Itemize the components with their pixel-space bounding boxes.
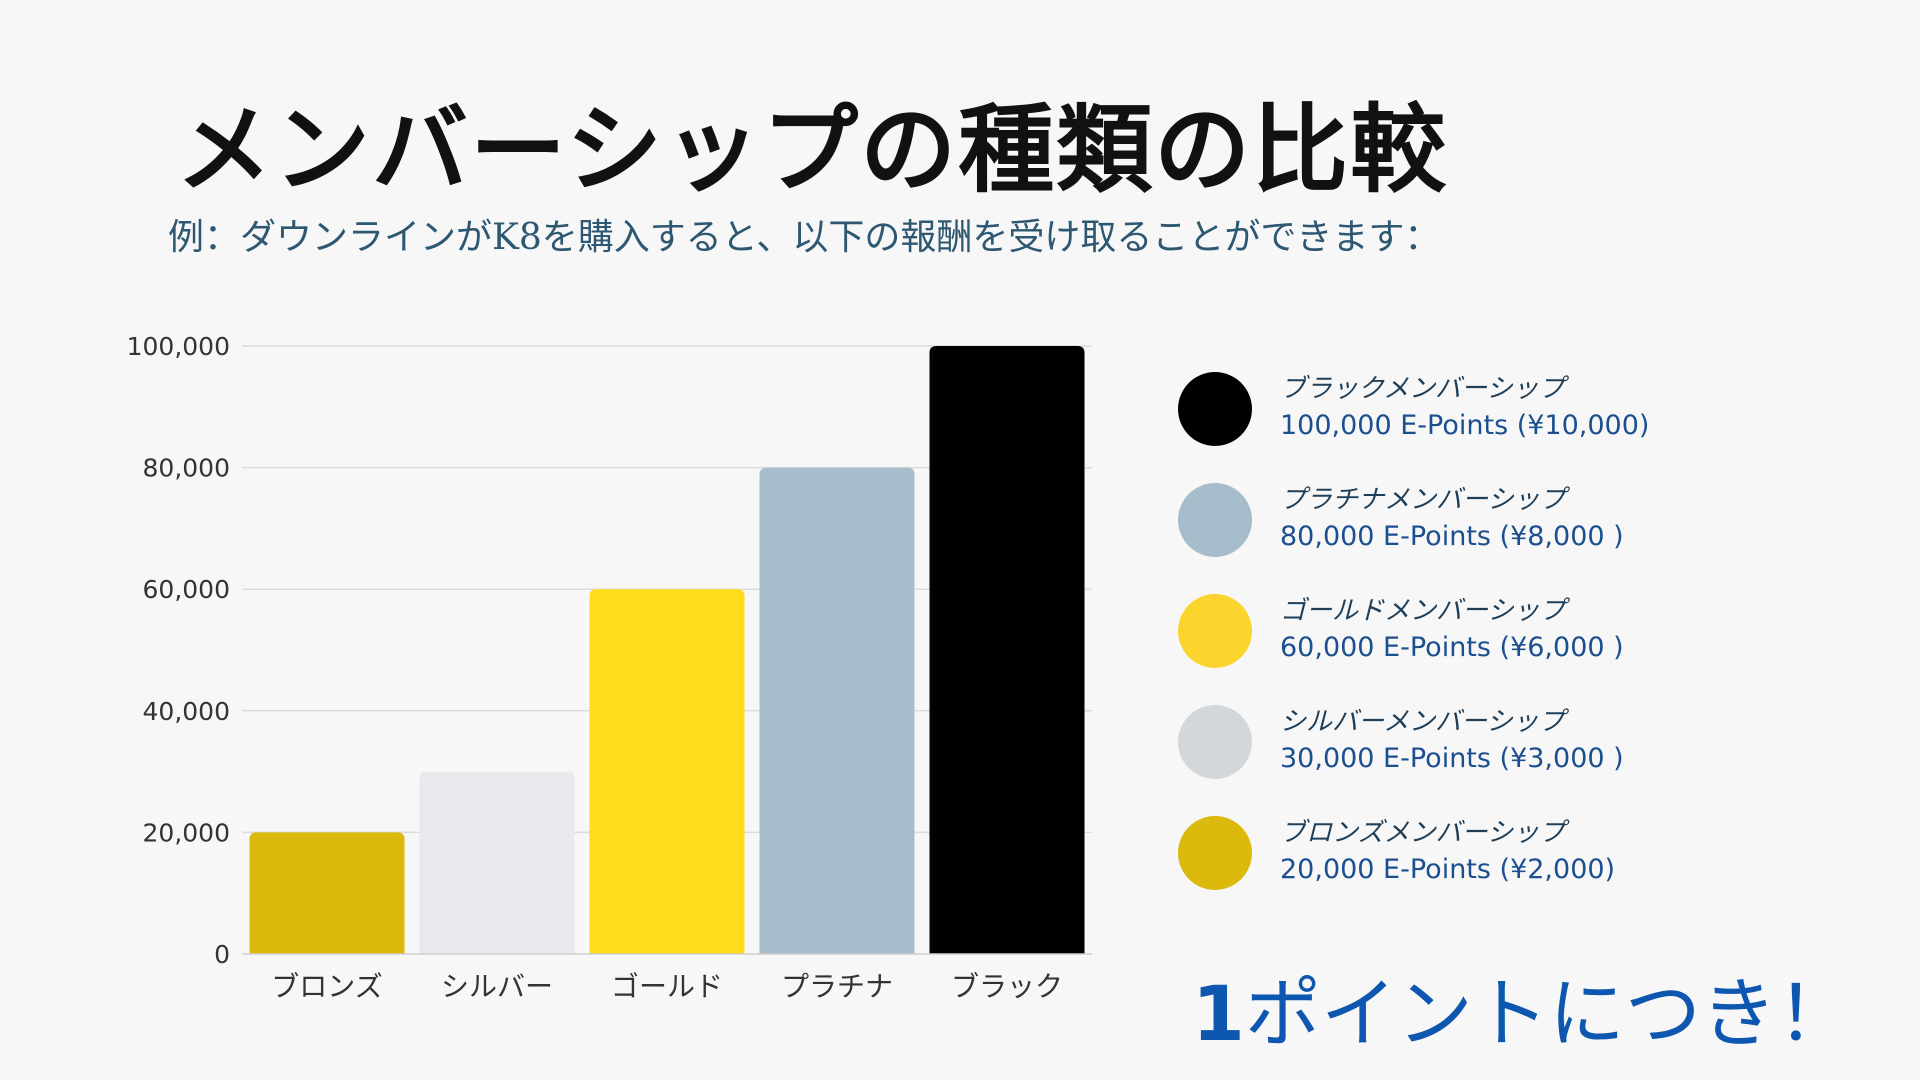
legend-swatch-gold (1178, 594, 1252, 668)
y-tick-label: 0 (214, 940, 230, 969)
x-tick-label: ブラック (951, 970, 1063, 1003)
x-tick-label: シルバー (441, 970, 553, 1003)
bar (419, 771, 575, 954)
x-tick-label: ゴールド (611, 970, 723, 1003)
legend-swatch-black (1178, 372, 1252, 446)
bar (759, 467, 915, 954)
page-title: メンバーシップの種類の比較 (176, 93, 1449, 206)
legend-points-bronze: 20,000 E-Points (¥2,000) (1280, 854, 1616, 885)
x-tick-label: プラチナ (781, 970, 893, 1003)
legend-name-bronze: ブロンズメンバーシップ (1280, 818, 1565, 848)
per-point-tagline: 1ポイントにつき！ (1192, 952, 1853, 1062)
legend-name-gold: ゴールドメンバーシップ (1280, 596, 1566, 626)
y-tick-label: 100,000 (127, 332, 230, 361)
legend-swatch-platinum (1178, 483, 1252, 557)
tagline-number: 1 (1192, 969, 1245, 1058)
legend-swatch-bronze (1178, 816, 1252, 890)
y-tick-label: 80,000 (143, 454, 230, 483)
y-tick-label: 60,000 (143, 575, 230, 604)
page-subtitle: 例：ダウンラインがK8を購入すると、以下の報酬を受け取ることができます： (168, 217, 1441, 258)
membership-bar-chart: 0 20,000 40,000 60,000 80,000 100,000 ブロンズ シルバー… (127, 332, 1092, 1003)
bar (929, 346, 1085, 954)
legend-swatch-silver (1178, 705, 1252, 779)
y-tick-label: 20,000 (143, 818, 230, 847)
legend-points-silver: 30,000 E-Points (¥3,000 ) (1280, 743, 1624, 774)
legend-points-black: 100,000 E-Points (¥10,000) (1280, 410, 1650, 441)
legend-points-platinum: 80,000 E-Points (¥8,000 ) (1280, 521, 1624, 552)
bar (249, 832, 405, 954)
x-tick-label: ブロンズ (271, 970, 382, 1003)
bar (589, 589, 745, 954)
y-tick-label: 40,000 (143, 697, 230, 726)
legend-name-silver: シルバーメンバーシップ (1280, 707, 1565, 737)
legend-name-black: ブラックメンバーシップ (1280, 374, 1565, 404)
legend-points-gold: 60,000 E-Points (¥6,000 ) (1280, 632, 1624, 663)
legend-name-platinum: プラチナメンバーシップ (1280, 485, 1566, 515)
tagline-text: ポイントにつき！ (1244, 969, 1853, 1058)
